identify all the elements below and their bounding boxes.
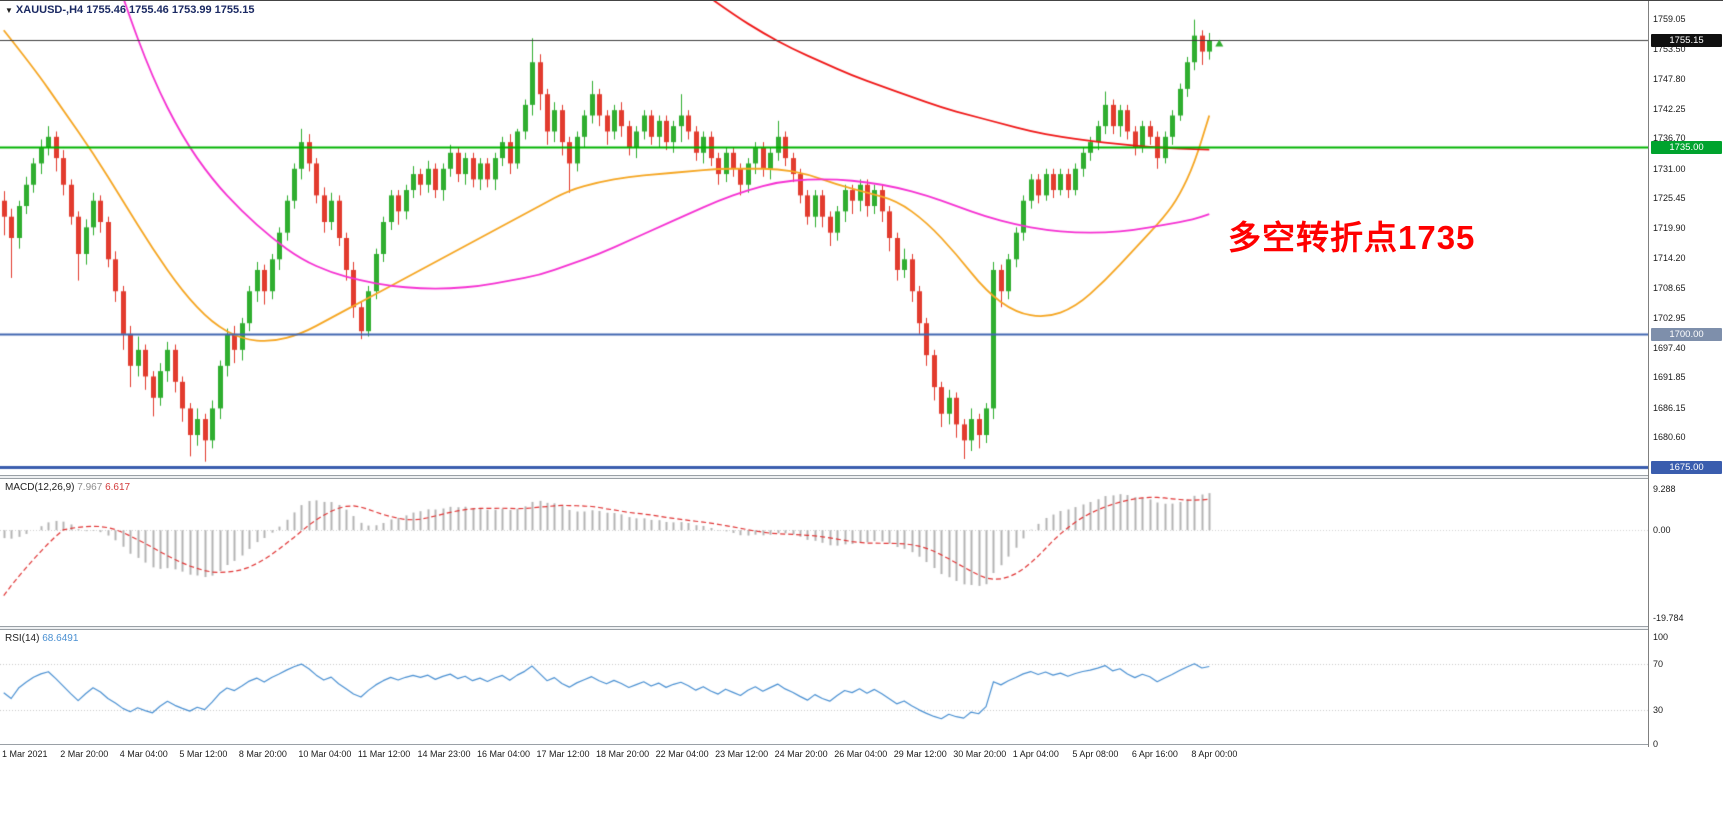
chart-title-ohlc: 1755.46 1755.46 1753.99 1755.15 (86, 4, 255, 16)
time-axis-label: 5 Mar 12:00 (179, 749, 228, 759)
time-axis-label: 4 Mar 04:00 (119, 749, 168, 759)
macd-main-value: 7.967 (77, 482, 103, 493)
rsi-name: RSI(14) (5, 633, 40, 644)
price-axis-label: 1759.05 (1653, 14, 1686, 24)
time-axis-label: 5 Apr 08:00 (1072, 749, 1119, 759)
price-axis-label: 1702.95 (1653, 313, 1686, 323)
macd-axis-label: 0.00 (1653, 525, 1671, 535)
price-axis-label: 1736.70 (1653, 133, 1686, 143)
macd-indicator-canvas[interactable] (0, 479, 1648, 626)
time-axis-label: 1 Apr 04:00 (1012, 749, 1059, 759)
price-axis-label: 1680.60 (1653, 432, 1686, 442)
price-tag-support-1675: 1675.00 (1651, 461, 1722, 474)
price-axis-label: 1731.00 (1653, 164, 1686, 174)
time-axis-label: 2 Mar 20:00 (60, 749, 109, 759)
price-axis-column[interactable]: 1759.05 1753.50 1747.80 1742.25 1736.70 1731.… (1648, 1, 1723, 749)
symbol-dropdown-icon[interactable]: ▼ (5, 6, 13, 15)
panel-separator[interactable] (0, 626, 1723, 630)
price-axis-label: 1697.40 (1653, 343, 1686, 353)
candlestick-chart-canvas[interactable] (0, 1, 1648, 475)
time-axis-label: 18 Mar 20:00 (596, 749, 650, 759)
time-axis-label: 29 Mar 12:00 (893, 749, 947, 759)
rsi-axis-label: 100 (1653, 632, 1669, 642)
annotation-text: 多空转折点1735 (1228, 219, 1476, 256)
macd-axis-label: -19.784 (1653, 613, 1684, 623)
time-axis-label: 8 Apr 00:00 (1191, 749, 1238, 759)
price-axis-label: 1691.85 (1653, 372, 1686, 382)
time-axis-label: 17 Mar 12:00 (536, 749, 590, 759)
macd-axis-label: 9.288 (1653, 484, 1676, 494)
time-axis-label: 8 Mar 20:00 (238, 749, 287, 759)
price-axis-label: 1753.50 (1653, 44, 1686, 54)
price-tag-current-price: 1755.15 (1651, 34, 1722, 47)
rsi-label: RSI(14) 68.6491 (5, 633, 78, 644)
time-axis-label: 30 Mar 20:00 (953, 749, 1007, 759)
time-axis-label: 6 Apr 16:00 (1131, 749, 1178, 759)
time-axis-label: 26 Mar 04:00 (834, 749, 888, 759)
time-axis-label: 22 Mar 04:00 (655, 749, 709, 759)
time-axis-label: 23 Mar 12:00 (715, 749, 769, 759)
price-tag-support-1700: 1700.00 (1651, 328, 1722, 341)
chart-title: ▼ XAUUSD-,H4 1755.46 1755.46 1753.99 1755… (5, 4, 254, 16)
price-axis-label: 1725.45 (1653, 193, 1686, 203)
time-axis-border (0, 744, 1723, 746)
rsi-axis-label: 30 (1653, 705, 1664, 715)
price-axis-label: 1742.25 (1653, 104, 1686, 114)
time-axis-label: 16 Mar 04:00 (476, 749, 531, 759)
panel-separator[interactable] (0, 475, 1723, 479)
macd-signal-value: 6.617 (105, 482, 131, 493)
time-axis-label: 10 Mar 04:00 (298, 749, 352, 759)
price-tag-pivot-1735: 1735.00 (1651, 141, 1722, 154)
macd-label: MACD(12,26,9) 7.967 6.617 (5, 482, 130, 493)
rsi-value: 68.6491 (42, 633, 79, 644)
price-axis-label: 1714.20 (1653, 253, 1686, 263)
chart-title-symbol: XAUUSD-,H4 (15, 4, 84, 16)
macd-name: MACD(12,26,9) (5, 482, 75, 493)
time-axis-label: 1 Mar 2021 (2, 749, 48, 759)
price-axis-label: 1747.80 (1653, 74, 1686, 84)
price-axis-label: 1708.65 (1653, 283, 1686, 293)
rsi-axis-label: 70 (1653, 659, 1664, 669)
time-axis-label: 24 Mar 20:00 (774, 749, 828, 759)
rsi-indicator-canvas[interactable] (0, 630, 1648, 744)
price-axis-label: 1686.15 (1653, 403, 1686, 413)
time-axis[interactable]: 1 Mar 2021 2 Mar 20:00 4 Mar 04:00 5 Mar 12… (0, 747, 1723, 765)
time-axis-label: 14 Mar 23:00 (417, 749, 471, 759)
time-axis-label: 11 Mar 12:00 (357, 749, 411, 759)
price-axis-label: 1719.90 (1653, 223, 1686, 233)
rsi-axis-label: 0 (1653, 739, 1659, 749)
